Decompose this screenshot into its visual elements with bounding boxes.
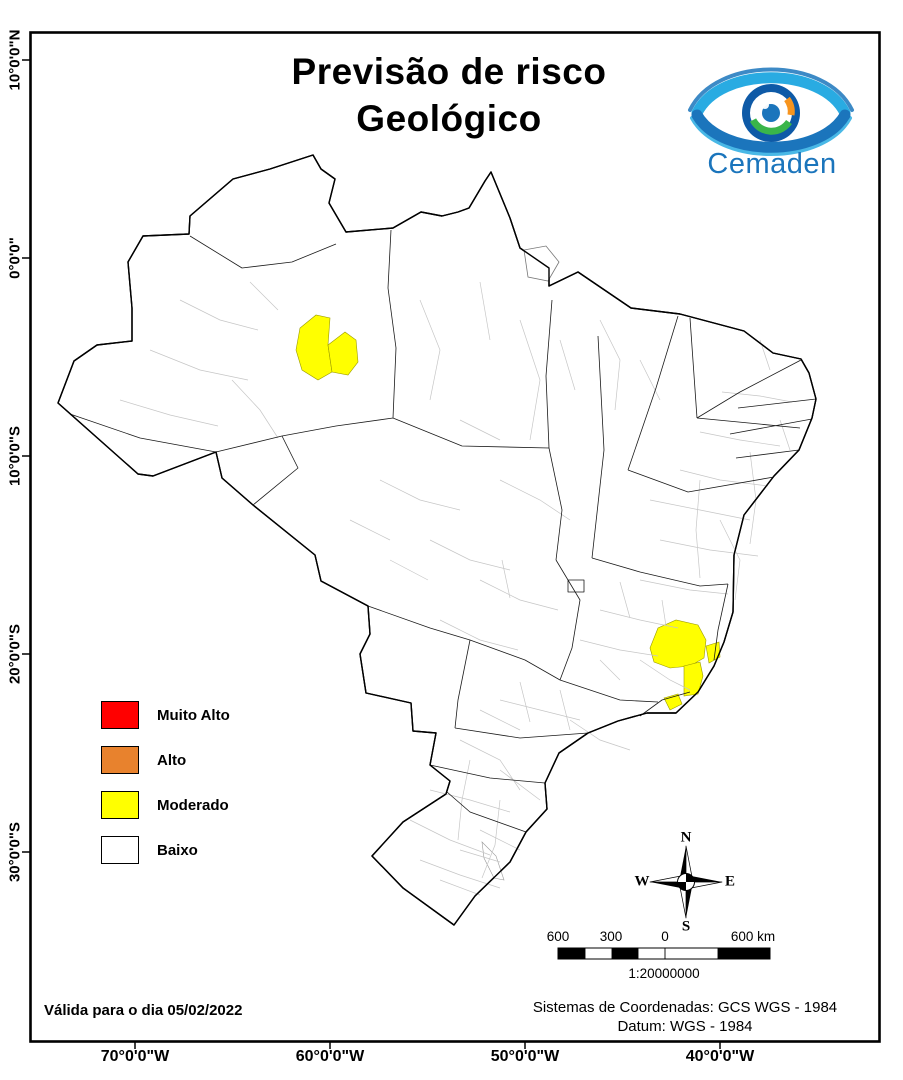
coordinate-system-line1: Sistemas de Coordenadas: GCS WGS - 1984 xyxy=(532,999,838,1016)
map-title: Previsão de risco Geológico xyxy=(199,48,699,142)
validity-note: Válida para o dia 05/02/2022 xyxy=(44,1002,243,1019)
axis-label-left-10s: 10°0'0"S xyxy=(6,425,24,487)
state-boundaries xyxy=(69,229,817,833)
legend-swatch-baixo xyxy=(101,836,139,864)
axis-label-left-20s: 20°0'0"S xyxy=(6,623,24,685)
axis-label-left-10n: 10°0'0"N xyxy=(6,29,24,91)
axis-label-left-0: 0°0'0" xyxy=(6,237,24,279)
map-title-line1: Previsão de risco xyxy=(291,51,607,92)
north-arrow-icon xyxy=(649,845,723,919)
scale-label-0: 0 xyxy=(661,929,669,944)
legend-label-muito-alto: Muito Alto xyxy=(157,706,230,724)
axis-label-bottom-70w: 70°0'0"W xyxy=(100,1048,170,1065)
scale-bar xyxy=(557,947,771,960)
coordinate-system-line2: Datum: WGS - 1984 xyxy=(617,1018,753,1035)
risk-area-moderado xyxy=(295,314,721,711)
axis-label-left-30s: 30°0'0"S xyxy=(6,821,24,883)
legend-item-alto: Alto xyxy=(101,746,230,774)
map-title-line2: Geológico xyxy=(356,98,542,139)
cemaden-logo-text: Cemaden xyxy=(707,148,837,180)
coordinate-system-note: Sistemas de Coordenadas: GCS WGS - 1984 … xyxy=(495,998,875,1036)
scale-ratio: 1:20000000 xyxy=(628,966,700,981)
legend-label-alto: Alto xyxy=(157,751,187,769)
map-frame xyxy=(29,31,881,1043)
legend-swatch-moderado xyxy=(101,791,139,819)
frame-ticks xyxy=(22,59,721,1049)
legend-label-moderado: Moderado xyxy=(157,796,229,814)
axis-label-bottom-60w: 60°0'0"W xyxy=(295,1048,365,1065)
legend-item-muito-alto: Muito Alto xyxy=(101,701,230,729)
scale-label-600-km: 600 km xyxy=(730,929,776,944)
legend-item-baixo: Baixo xyxy=(101,836,230,864)
legend: Muito Alto Alto Moderado Baixo xyxy=(101,701,230,881)
compass-letter-s: S xyxy=(681,918,691,935)
compass-letter-w: W xyxy=(634,873,650,890)
legend-swatch-alto xyxy=(101,746,139,774)
brazil-outline-stroke xyxy=(57,154,817,926)
cemaden-logo-icon xyxy=(688,67,854,156)
legend-label-baixo: Baixo xyxy=(157,841,198,859)
axis-label-bottom-50w: 50°0'0"W xyxy=(490,1048,560,1065)
compass-letter-e: E xyxy=(724,873,736,890)
axis-label-bottom-40w: 40°0'0"W xyxy=(685,1048,755,1065)
scale-label-300: 300 xyxy=(599,929,623,944)
scale-label-600-left: 600 xyxy=(546,929,570,944)
municipality-boundaries xyxy=(119,281,793,896)
compass-letter-n: N xyxy=(680,829,692,846)
legend-swatch-muito-alto xyxy=(101,701,139,729)
legend-item-moderado: Moderado xyxy=(101,791,230,819)
